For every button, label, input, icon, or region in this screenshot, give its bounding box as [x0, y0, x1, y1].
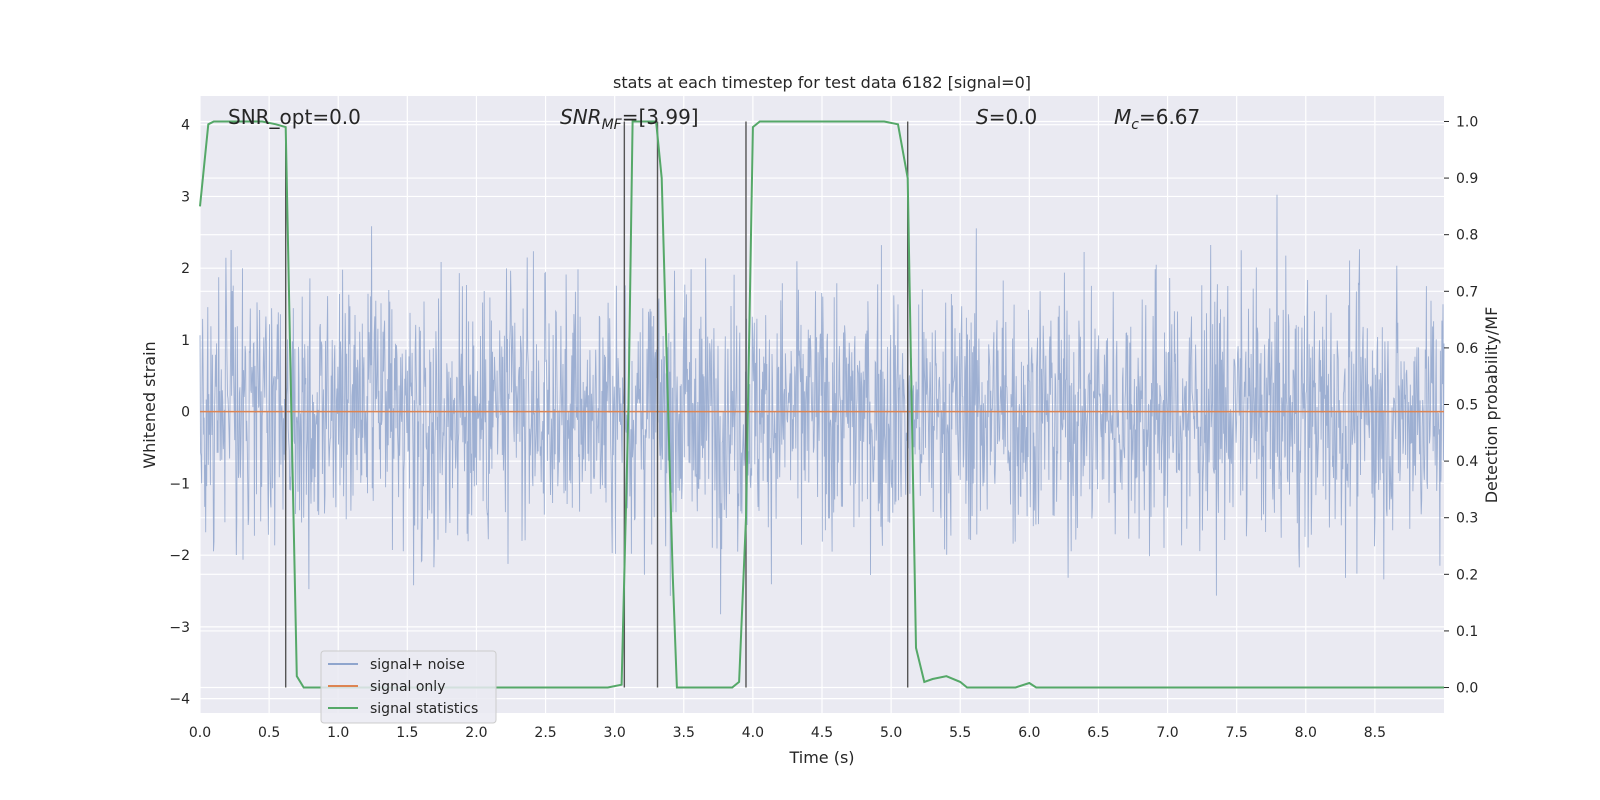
y2-tick-label: 1.0: [1456, 114, 1478, 130]
x-tick-labels: 0.0 0.5 1.0 1.5 2.0 2.5 3.0 3.5 4.0 4.5 5.0 5.5 6.0 6…: [189, 725, 1386, 741]
y2-tick-label: 0.8: [1456, 228, 1478, 244]
annotation-mc-value: =6.67: [1139, 105, 1200, 129]
x-tick-label: 2.5: [534, 725, 556, 741]
x-tick-label: 1.5: [396, 725, 418, 741]
y2-tick-label: 0.7: [1456, 284, 1478, 300]
chart-title: stats at each timestep for test data 618…: [613, 73, 1031, 92]
annotation-snr-mf-sub: MF: [602, 117, 623, 133]
annotation-mc-main: M: [1114, 105, 1131, 129]
y-tick-label: 4: [181, 118, 190, 134]
x-axis-label: Time (s): [788, 748, 854, 767]
series-signal-statistics: [199, 120, 1444, 689]
x-tick-label: 5.5: [949, 725, 971, 741]
legend-label-signal-noise: signal+ noise: [370, 657, 465, 673]
y2-tick-label: 0.3: [1456, 511, 1478, 527]
y2-tick-label: 0.0: [1456, 681, 1478, 697]
annotation-mc: Mc=6.67: [1114, 105, 1200, 133]
legend-label-signal-only: signal only: [370, 679, 445, 695]
y2-tick-label: 0.9: [1456, 171, 1478, 187]
x-tick-label: 3.5: [673, 725, 695, 741]
y2-tick-label: 0.2: [1456, 567, 1478, 583]
annotation-s-main: S: [976, 105, 989, 129]
x-tick-label: 0.5: [258, 725, 280, 741]
y-axis-label: Whitened strain: [140, 341, 159, 468]
y2-axis-label: Detection probability/MF: [1482, 307, 1501, 504]
annotation-s: S=0.0: [976, 105, 1037, 129]
x-tick-label: 2.0: [465, 725, 487, 741]
noise-trace: [199, 194, 1445, 615]
y2-tick-label: 0.4: [1456, 454, 1478, 470]
x-tick-label: 4.5: [811, 725, 833, 741]
x-tick-label: 8.0: [1295, 725, 1317, 741]
x-tick-label: 6.0: [1018, 725, 1040, 741]
legend-label-signal-statistics: signal statistics: [370, 701, 478, 717]
legend-box: [320, 650, 497, 724]
y-tick-labels: 4 3 2 1 0 −1 −2 −3 −4: [169, 118, 190, 708]
y2-tick-labels: 1.0 0.9 0.8 0.7 0.6 0.5 0.4 0.3 0.2 0.1 0.0: [1444, 114, 1478, 697]
x-tick-label: 8.5: [1364, 725, 1386, 741]
y-tick-label: 1: [181, 333, 190, 349]
x-tick-label: 4.0: [742, 725, 764, 741]
y2-tick-label: 0.5: [1456, 398, 1478, 414]
y-tick-label: −3: [169, 620, 190, 636]
y-tick-label: −4: [169, 692, 190, 708]
x-tick-label: 7.0: [1156, 725, 1178, 741]
x-tick-label: 3.0: [604, 725, 626, 741]
y2-tick-label: 0.6: [1456, 341, 1478, 357]
annotation-snr-mf-main: SNR: [560, 105, 602, 129]
annotation-snr-mf-value: =[3.99]: [622, 105, 699, 129]
x-tick-label: 5.0: [880, 725, 902, 741]
x-tick-label: 6.5: [1087, 725, 1109, 741]
x-tick-label: 0.0: [189, 725, 211, 741]
annotation-mc-sub: c: [1131, 117, 1139, 133]
legend: signal+ noise signal only signal statist…: [320, 650, 497, 724]
y-tick-label: 0: [181, 405, 190, 421]
x-tick-label: 7.5: [1226, 725, 1248, 741]
y-tick-label: 2: [181, 261, 190, 277]
annotation-snr-mf: SNRMF=[3.99]: [560, 105, 699, 133]
y-tick-label: −2: [169, 548, 190, 564]
annotation-s-value: =0.0: [989, 105, 1038, 129]
annotation-snr-opt: SNR_opt=0.0: [228, 105, 361, 129]
x-tick-label: 1.0: [327, 725, 349, 741]
series-signal-noise: [199, 194, 1445, 615]
y-tick-label: −1: [169, 476, 190, 492]
y2-tick-label: 0.1: [1456, 624, 1478, 640]
y-tick-label: 3: [181, 189, 190, 205]
